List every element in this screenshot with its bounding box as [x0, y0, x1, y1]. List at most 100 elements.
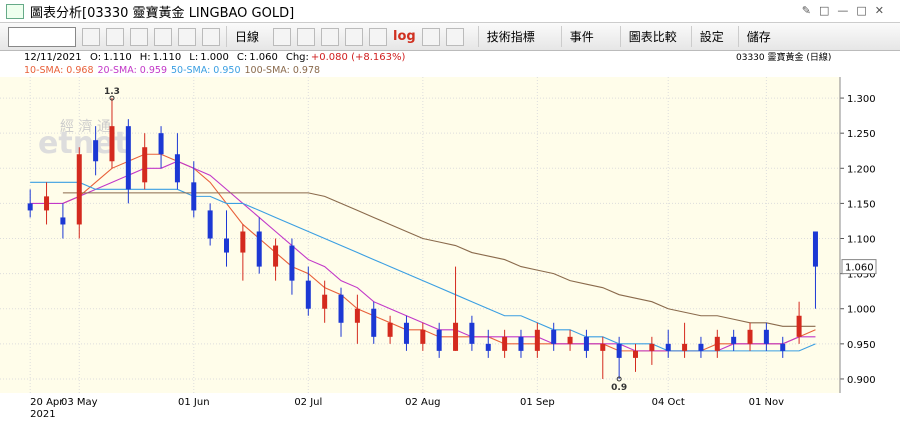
candle-body	[93, 140, 99, 162]
candle-body	[780, 343, 786, 351]
candle-body	[583, 336, 589, 351]
y-tick-label: 0.950	[847, 340, 876, 351]
candle-body	[44, 196, 50, 211]
legend-entry: 20-SMA: 0.959	[98, 65, 168, 76]
candle-body	[633, 350, 638, 358]
candle-body	[158, 133, 164, 155]
candle-body	[224, 238, 229, 253]
window-buttons[interactable]: ✎□—□✕	[801, 4, 892, 17]
zoom-out[interactable]	[202, 27, 220, 46]
log-button[interactable]: log	[393, 29, 416, 44]
zoom-in[interactable]	[178, 27, 196, 46]
toolbar-button[interactable]: 圖表比較	[619, 26, 685, 47]
chart-type[interactable]	[321, 27, 340, 46]
x-tick-label: 03 May	[61, 397, 98, 408]
stock-combo[interactable]	[8, 26, 76, 47]
app-icon	[6, 4, 24, 19]
x-tick-label: 01 Jun	[178, 397, 210, 408]
chart-type[interactable]	[273, 27, 292, 46]
info-item: 1.060	[249, 52, 278, 63]
candle-body	[616, 343, 622, 358]
annotation-marker	[109, 95, 115, 101]
tool-icon[interactable]	[445, 27, 464, 46]
tool-icon[interactable]	[421, 27, 440, 46]
tool-icon[interactable]	[82, 27, 100, 46]
y-tick-label: 1.150	[847, 199, 876, 210]
plot-bg	[0, 77, 840, 393]
legend-entry: 50-SMA: 0.950	[171, 65, 241, 76]
candle-body	[665, 343, 671, 351]
grid-button[interactable]	[369, 27, 388, 46]
candle-body	[714, 336, 720, 351]
chart-type[interactable]	[345, 27, 364, 46]
info-stock: 03330 靈寶黃金 (日線)	[736, 51, 831, 63]
chart: 經 濟 通 etnet 12/11/2021 03330 靈寶黃金 (日線) O…	[0, 51, 900, 423]
candle-body	[27, 203, 33, 211]
y-tick-label: 1.200	[847, 164, 876, 175]
x-tick-label: 02 Jul	[294, 397, 322, 408]
toolbar-button[interactable]: 事件	[560, 26, 602, 47]
candle-body	[240, 231, 246, 253]
candle-body	[142, 147, 148, 183]
tool-icon[interactable]	[130, 27, 148, 46]
x-tick-label: 20 Apr	[30, 397, 64, 408]
candle-body	[371, 308, 377, 337]
info-item: 1.110	[103, 52, 132, 63]
annotation-marker	[616, 376, 622, 382]
candle-body	[796, 315, 802, 337]
y-tick-label: 0.900	[847, 375, 876, 386]
period-button[interactable]: 日線	[226, 26, 267, 47]
candle-body	[174, 154, 180, 183]
x-tick-label: 04 Oct	[652, 397, 685, 408]
candle-body	[420, 329, 426, 344]
chart-type[interactable]	[297, 27, 316, 46]
info-item: Chg:	[286, 52, 309, 63]
y-tick-label: 1.000	[847, 305, 876, 316]
last-price-box	[841, 259, 877, 275]
candle-body	[60, 217, 66, 225]
candle-body	[207, 210, 213, 239]
y-tick-label: 1.250	[847, 129, 876, 140]
candle-body	[338, 294, 344, 323]
info-item: +0.080 (+8.163%)	[311, 52, 406, 63]
candle-body	[289, 245, 295, 281]
x-tick-label: 01 Sep	[520, 397, 555, 408]
candle-body	[747, 329, 753, 344]
info-item: O:	[90, 52, 101, 63]
candle-body	[763, 329, 769, 344]
candle-body	[682, 343, 688, 351]
candle-body	[485, 343, 491, 351]
x-tick-label: 01 Nov	[749, 397, 785, 408]
candle-body	[469, 322, 475, 344]
candle-body	[322, 294, 328, 309]
info-item: L:	[189, 52, 198, 63]
tool-icon[interactable]	[106, 27, 124, 46]
candle-body	[731, 336, 737, 344]
legend-entry: 10-SMA: 0.968	[24, 65, 94, 76]
info-item: H:	[140, 52, 151, 63]
window-title: 圖表分析[03330 靈寶黃金 LINGBAO GOLD]	[30, 5, 295, 21]
candle-body	[812, 231, 818, 267]
candle-body	[551, 329, 557, 344]
toolbar-button[interactable]: 技術指標	[477, 26, 543, 47]
candle-body	[273, 245, 279, 267]
candle-body	[453, 322, 459, 351]
y-tick-label: 1.050	[847, 270, 876, 281]
info-item: 1.110	[153, 52, 182, 63]
info-date: 12/11/2021	[24, 52, 82, 63]
candle-body	[403, 322, 409, 344]
toolbar-button[interactable]: 設定	[690, 26, 732, 47]
candle-body	[305, 280, 311, 309]
watermark-en: etnet	[38, 126, 129, 161]
info-item: C:	[237, 52, 247, 63]
info-item: 1.000	[200, 52, 229, 63]
toolbar: 日線 log 技術指標 事件 圖表比較 設定 儲存	[0, 23, 900, 51]
candle-body	[649, 343, 655, 351]
candle-body	[256, 231, 262, 267]
tool-icon[interactable]	[154, 27, 172, 46]
toolbar-button[interactable]: 儲存	[737, 26, 779, 47]
candle-body	[567, 336, 573, 344]
candle-body	[125, 126, 131, 190]
candle-body	[191, 182, 197, 211]
